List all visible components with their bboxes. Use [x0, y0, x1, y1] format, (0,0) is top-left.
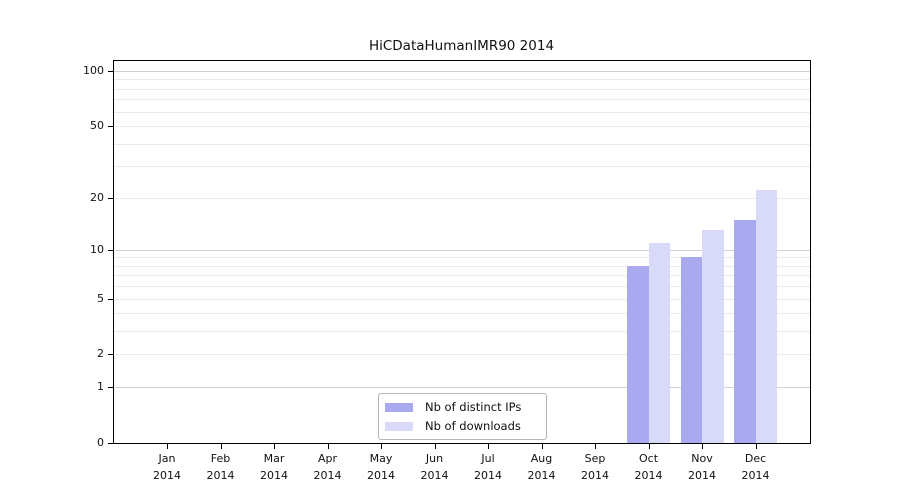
x-tick-label-sep: Sep 2014	[581, 452, 609, 482]
x-tick-mark	[327, 444, 329, 449]
y-tick-mark	[108, 249, 113, 251]
x-tick-label-jun: Jun 2014	[420, 452, 449, 482]
major-gridline	[113, 71, 810, 72]
x-tick-label-apr: Apr 2014	[313, 452, 342, 482]
spine-right	[810, 60, 811, 444]
chart-title: HiCDataHumanIMR90 2014	[368, 38, 555, 54]
minor-gridline	[113, 354, 810, 356]
minor-gridline	[113, 126, 810, 128]
x-tick-mark	[648, 444, 650, 449]
bar-nb-of-downloads-dec	[755, 190, 777, 443]
bar-nb-of-downloads-oct	[648, 242, 670, 443]
y-tick-label: 100	[83, 64, 104, 77]
bar-nb-of-distinct-ips-oct	[627, 265, 649, 443]
x-tick-mark	[220, 444, 222, 449]
y-tick-mark	[108, 298, 113, 300]
legend-swatch-icon	[385, 421, 413, 431]
y-tick-label: 5	[97, 291, 104, 305]
minor-gridline	[113, 265, 810, 267]
minor-gridline	[113, 99, 810, 101]
bar-nb-of-downloads-nov	[702, 230, 724, 443]
x-tick-mark	[381, 444, 382, 449]
bar-nb-of-distinct-ips-nov	[680, 257, 702, 443]
y-tick-label: 10	[90, 242, 104, 256]
x-tick-label-mar: Mar 2014	[260, 452, 288, 482]
x-tick-mark	[541, 444, 543, 449]
x-tick-mark	[434, 444, 436, 449]
minor-gridline	[113, 331, 810, 333]
minor-gridline	[113, 313, 810, 315]
y-tick-mark	[108, 387, 113, 389]
x-tick-mark	[167, 444, 168, 449]
x-tick-mark	[755, 444, 757, 449]
y-tick-mark	[108, 443, 113, 444]
bar-nb-of-distinct-ips-dec	[734, 219, 756, 443]
x-tick-mark	[702, 444, 703, 449]
y-tick-label: 0	[97, 436, 104, 449]
y-tick-label: 2	[97, 347, 104, 361]
legend-label: Nb of downloads	[425, 419, 521, 433]
plot-area	[113, 60, 810, 443]
y-tick-mark	[108, 126, 113, 128]
x-tick-mark	[488, 444, 489, 449]
x-tick-label-jul: Jul 2014	[474, 452, 502, 482]
legend-row: Nb of distinct IPs	[385, 400, 538, 414]
x-tick-label-may: May 2014	[367, 452, 395, 482]
y-tick-label: 50	[90, 119, 104, 133]
x-tick-mark	[274, 444, 275, 449]
spine-top	[113, 60, 811, 61]
legend-row: Nb of downloads	[385, 419, 538, 433]
x-tick-mark	[595, 444, 596, 449]
x-tick-label-nov: Nov 2014	[688, 452, 716, 482]
minor-gridline	[113, 88, 810, 90]
minor-gridline	[113, 166, 810, 168]
legend-label: Nb of distinct IPs	[425, 400, 522, 414]
minor-gridline	[113, 79, 810, 81]
x-tick-label-jan: Jan 2014	[153, 452, 181, 482]
y-tick-label: 1	[97, 380, 104, 394]
x-tick-label-aug: Aug 2014	[527, 452, 556, 482]
x-tick-label-oct: Oct 2014	[634, 452, 663, 482]
x-tick-label-dec: Dec 2014	[741, 452, 770, 482]
minor-gridline	[113, 298, 810, 300]
major-gridline	[113, 387, 810, 389]
minor-gridline	[113, 197, 810, 199]
minor-gridline	[113, 275, 810, 277]
minor-gridline	[113, 143, 810, 145]
x-tick-label-feb: Feb 2014	[206, 452, 235, 482]
y-tick-mark	[108, 354, 113, 356]
spine-left	[113, 60, 114, 444]
legend: Nb of distinct IPs Nb of downloads	[378, 393, 547, 440]
y-tick-mark	[108, 71, 113, 72]
minor-gridline	[113, 257, 810, 259]
minor-gridline	[113, 286, 810, 288]
major-gridline	[113, 249, 810, 251]
y-tick-label: 20	[90, 190, 104, 204]
spine-bottom	[113, 443, 811, 444]
y-tick-mark	[108, 197, 113, 199]
legend-swatch-icon	[385, 402, 413, 412]
minor-gridline	[113, 111, 810, 113]
